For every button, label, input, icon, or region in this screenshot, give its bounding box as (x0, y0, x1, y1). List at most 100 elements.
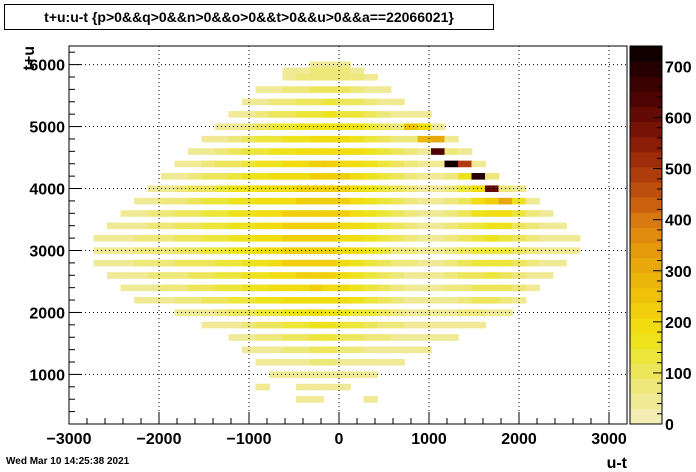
heatmap-bin (498, 222, 513, 230)
heatmap-bin (161, 173, 176, 180)
heatmap-bin (512, 210, 527, 217)
heatmap-bin (215, 160, 230, 168)
heatmap-bin (525, 284, 540, 292)
heatmap-bin (350, 272, 365, 279)
heatmap-bin (201, 321, 216, 329)
heatmap-bin (336, 334, 351, 341)
heatmap-bin (161, 235, 176, 242)
heatmap-bin (390, 334, 405, 341)
heatmap-bin (485, 210, 500, 217)
heatmap-bin (417, 197, 432, 205)
heatmap-bin (309, 259, 324, 267)
heatmap-bin (485, 284, 500, 292)
heatmap-bin (485, 185, 500, 193)
heatmap-bin (404, 148, 419, 155)
heatmap-bin (336, 272, 351, 279)
heatmap-bin (215, 185, 230, 193)
heatmap-bin (525, 272, 540, 279)
heatmap-bin (363, 235, 378, 242)
heatmap-bin (350, 98, 365, 106)
heatmap-bin (417, 111, 432, 118)
heatmap-bin (296, 98, 311, 106)
heatmap-bin (296, 259, 311, 267)
heatmap-bin (498, 235, 513, 242)
heatmap-bin (255, 173, 270, 180)
heatmap-bin (363, 185, 378, 193)
x-axis-label: u-t (607, 455, 628, 472)
heatmap-bin (255, 309, 270, 316)
colorbar-segment (630, 46, 662, 62)
x-tick-label: 2000 (501, 431, 537, 448)
colorbar-tick-label: 100 (665, 366, 692, 383)
heatmap-bin (417, 321, 432, 329)
heatmap-bin (363, 98, 378, 106)
heatmap-bin (431, 309, 446, 316)
heatmap-bin (134, 197, 149, 205)
heatmap-bin (471, 173, 486, 180)
heatmap-bin (525, 247, 540, 254)
heatmap-bin (431, 148, 446, 155)
heatmap-bin (174, 284, 189, 292)
heatmap-bin (269, 371, 284, 378)
heatmap-bin (269, 222, 284, 230)
heatmap-bin (174, 235, 189, 242)
heatmap-bin (174, 272, 189, 279)
y-tick-label: 3000 (29, 243, 65, 260)
heatmap-bin (539, 210, 554, 217)
heatmap-bin (282, 358, 297, 366)
heatmap-bin (350, 135, 365, 143)
heatmap-bin (201, 148, 216, 155)
heatmap-bin (458, 197, 473, 205)
heatmap-bin (269, 111, 284, 118)
heatmap-bin (485, 197, 500, 205)
heatmap-bin (458, 160, 473, 168)
heatmap-bin (363, 197, 378, 205)
colorbar-segment (630, 287, 662, 304)
heatmap-bin (107, 272, 122, 279)
heatmap-bin (363, 173, 378, 180)
heatmap-bin (336, 197, 351, 205)
colorbar-segment (630, 272, 662, 289)
heatmap-bin (269, 358, 284, 366)
heatmap-bin (525, 235, 540, 242)
heatmap-bin (417, 296, 432, 304)
heatmap-bin (282, 259, 297, 267)
colorbar-segment (630, 303, 662, 319)
heatmap-bin (282, 284, 297, 292)
heatmap-bin (188, 160, 203, 168)
heatmap-bin (242, 197, 257, 205)
heatmap-bin (296, 284, 311, 292)
colorbar-tick-label: 500 (665, 162, 692, 179)
heatmap-bin (269, 272, 284, 279)
heatmap-bin (161, 185, 176, 193)
heatmap-bin (323, 148, 338, 155)
heatmap-bin (431, 247, 446, 254)
heatmap-bin (309, 235, 324, 242)
heatmap-bin (228, 309, 243, 316)
heatmap-bin (363, 334, 378, 341)
heatmap-bin (309, 123, 324, 131)
heatmap-bin (323, 235, 338, 242)
heatmap-bin (282, 86, 297, 93)
heatmap-bin (417, 210, 432, 217)
heatmap-bin (458, 235, 473, 242)
heatmap-bin (390, 259, 405, 267)
heatmap-bin (296, 185, 311, 193)
heatmap-bin (444, 309, 459, 316)
heatmap-bin (215, 259, 230, 267)
heatmap-bin (336, 358, 351, 366)
heatmap-bin (552, 259, 567, 267)
heatmap-bin (471, 160, 486, 168)
heatmap-bin (296, 73, 311, 81)
heatmap-bin (255, 235, 270, 242)
heatmap-bin (336, 73, 351, 81)
heatmap-bin (377, 272, 392, 279)
heatmap-bin (228, 247, 243, 254)
heatmap-bin (309, 358, 324, 366)
heatmap-bin (471, 210, 486, 217)
heatmap-bin (417, 173, 432, 180)
heatmap-bin (512, 284, 527, 292)
heatmap-bin (107, 259, 122, 267)
colorbar-tick-label: 400 (665, 213, 692, 230)
heatmap-bin (309, 321, 324, 329)
